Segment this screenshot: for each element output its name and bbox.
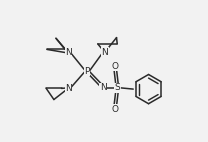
Text: N: N <box>101 48 108 57</box>
Text: O: O <box>111 62 118 71</box>
Text: P: P <box>85 66 90 76</box>
Text: S: S <box>114 83 120 92</box>
Text: O: O <box>111 105 118 114</box>
Text: N: N <box>100 83 107 92</box>
Text: N: N <box>65 48 72 57</box>
Text: N: N <box>65 84 72 93</box>
